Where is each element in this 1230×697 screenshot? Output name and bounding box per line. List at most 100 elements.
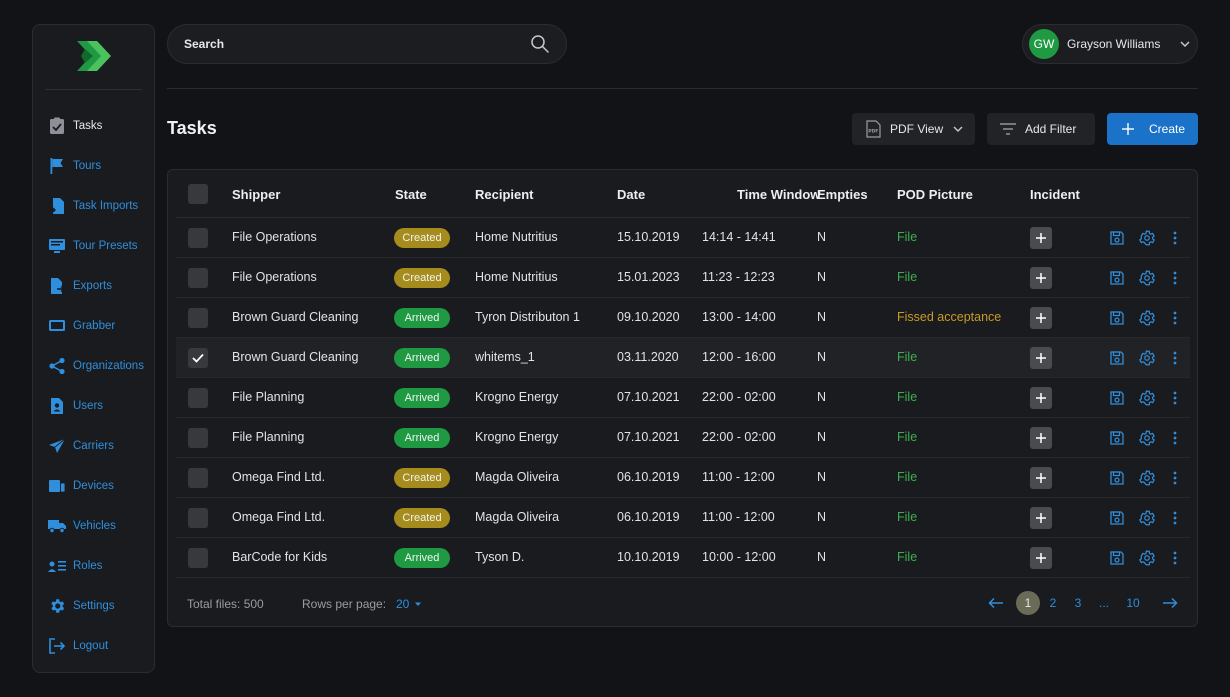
row-checkbox[interactable] (188, 508, 208, 528)
more-vertical-icon[interactable] (1165, 428, 1185, 448)
select-all-checkbox[interactable] (188, 184, 208, 204)
sidebar-item-carriers[interactable]: Carriers (47, 431, 151, 461)
gear-icon[interactable] (1137, 388, 1157, 408)
table-row[interactable]: Omega Find Ltd. Created Magda Oliveira 0… (176, 498, 1190, 538)
next-page-arrow-icon[interactable] (1160, 591, 1180, 615)
table-row[interactable]: File Operations Created Home Nutritius 1… (176, 258, 1190, 298)
sidebar-item-tour-presets[interactable]: Tour Presets (47, 231, 151, 261)
table-row[interactable]: File Planning Arrived Krogno Energy 07.1… (176, 378, 1190, 418)
col-shipper[interactable]: Shipper (232, 187, 281, 202)
save-icon[interactable] (1107, 468, 1127, 488)
save-icon[interactable] (1107, 308, 1127, 328)
more-vertical-icon[interactable] (1165, 228, 1185, 248)
row-checkbox[interactable] (188, 468, 208, 488)
sidebar-item-settings[interactable]: Settings (47, 591, 151, 621)
sidebar-item-task-imports[interactable]: Task Imports (47, 191, 151, 221)
col-date[interactable]: Date (617, 187, 646, 202)
search-input[interactable] (184, 37, 530, 51)
add-incident-button[interactable] (1030, 347, 1052, 369)
pod-picture-link[interactable]: File (897, 510, 918, 524)
table-row[interactable]: File Planning Arrived Krogno Energy 07.1… (176, 418, 1190, 458)
gear-icon[interactable] (1137, 508, 1157, 528)
add-incident-button[interactable] (1030, 507, 1052, 529)
pod-picture-link[interactable]: File (897, 470, 918, 484)
add-filter-button[interactable]: Add Filter (987, 113, 1095, 145)
gear-icon[interactable] (1137, 548, 1157, 568)
gear-icon[interactable] (1137, 268, 1157, 288)
sidebar-item-logout[interactable]: Logout (47, 631, 151, 661)
col-empties[interactable]: Empties (817, 187, 868, 202)
sidebar-item-tours[interactable]: Tours (47, 151, 151, 181)
save-icon[interactable] (1107, 508, 1127, 528)
save-icon[interactable] (1107, 428, 1127, 448)
page-2[interactable]: 2 (1049, 596, 1057, 610)
row-checkbox[interactable] (188, 348, 208, 368)
add-incident-button[interactable] (1030, 387, 1052, 409)
add-incident-button[interactable] (1030, 547, 1052, 569)
save-icon[interactable] (1107, 348, 1127, 368)
gear-icon[interactable] (1137, 468, 1157, 488)
user-menu[interactable]: GW Grayson Williams (1022, 24, 1198, 64)
more-vertical-icon[interactable] (1165, 348, 1185, 368)
col-incident[interactable]: Incident (1030, 187, 1080, 202)
sidebar-item-grabber[interactable]: Grabber (47, 311, 151, 341)
col-recipient[interactable]: Recipient (475, 187, 534, 202)
more-vertical-icon[interactable] (1165, 548, 1185, 568)
gear-icon[interactable] (1137, 308, 1157, 328)
page-3[interactable]: 3 (1074, 596, 1082, 610)
sidebar-item-vehicles[interactable]: Vehicles (47, 511, 151, 541)
sidebar-item-roles[interactable]: Roles (47, 551, 151, 581)
pod-picture-link[interactable]: File (897, 230, 918, 244)
pdf-view-button[interactable]: PDF PDF View (852, 113, 975, 145)
row-checkbox[interactable] (188, 308, 208, 328)
more-vertical-icon[interactable] (1165, 388, 1185, 408)
pod-picture-link[interactable]: File (897, 350, 918, 364)
sidebar-item-organizations[interactable]: Organizations (47, 351, 151, 381)
search-bar[interactable] (167, 24, 567, 64)
sidebar-item-devices[interactable]: Devices (47, 471, 151, 501)
rows-per-page-select[interactable]: 20 (396, 597, 423, 611)
pod-picture-link[interactable]: File (897, 430, 918, 444)
add-incident-button[interactable] (1030, 307, 1052, 329)
pod-picture-link[interactable]: Fissed acceptance (897, 310, 1002, 324)
chevron-down-icon[interactable] (1179, 38, 1191, 50)
sidebar-item-tasks[interactable]: Tasks (47, 111, 151, 141)
save-icon[interactable] (1107, 388, 1127, 408)
col-pod-picture[interactable]: POD Picture (897, 187, 973, 202)
gear-icon[interactable] (1137, 348, 1157, 368)
more-vertical-icon[interactable] (1165, 308, 1185, 328)
row-checkbox[interactable] (188, 268, 208, 288)
table-row[interactable]: File Operations Created Home Nutritius 1… (176, 218, 1190, 258)
col-time-window[interactable]: Time Window (737, 187, 821, 202)
more-vertical-icon[interactable] (1165, 508, 1185, 528)
save-icon[interactable] (1107, 548, 1127, 568)
table-row[interactable]: Brown Guard Cleaning Arrived Tyron Distr… (176, 298, 1190, 338)
more-vertical-icon[interactable] (1165, 268, 1185, 288)
table-row[interactable]: BarCode for Kids Arrived Tyson D. 10.10.… (176, 538, 1190, 578)
search-icon[interactable] (530, 34, 550, 54)
row-checkbox[interactable] (188, 388, 208, 408)
add-incident-button[interactable] (1030, 227, 1052, 249)
page-1[interactable]: 1 (1016, 591, 1040, 615)
save-icon[interactable] (1107, 268, 1127, 288)
pod-picture-link[interactable]: File (897, 270, 918, 284)
add-incident-button[interactable] (1030, 467, 1052, 489)
add-incident-button[interactable] (1030, 267, 1052, 289)
save-icon[interactable] (1107, 228, 1127, 248)
gear-icon[interactable] (1137, 228, 1157, 248)
more-vertical-icon[interactable] (1165, 468, 1185, 488)
gear-icon[interactable] (1137, 428, 1157, 448)
row-checkbox[interactable] (188, 428, 208, 448)
create-button[interactable]: Create (1107, 113, 1198, 145)
pod-picture-link[interactable]: File (897, 550, 918, 564)
pod-picture-link[interactable]: File (897, 390, 918, 404)
page-10[interactable]: 10 (1126, 596, 1140, 610)
sidebar-item-exports[interactable]: Exports (47, 271, 151, 301)
add-incident-button[interactable] (1030, 427, 1052, 449)
table-row[interactable]: Omega Find Ltd. Created Magda Oliveira 0… (176, 458, 1190, 498)
sidebar-item-users[interactable]: Users (47, 391, 151, 421)
row-checkbox[interactable] (188, 228, 208, 248)
table-row[interactable]: Brown Guard Cleaning Arrived whitems_1 0… (176, 338, 1190, 378)
col-state[interactable]: State (395, 187, 427, 202)
prev-page-arrow-icon[interactable] (986, 591, 1006, 615)
